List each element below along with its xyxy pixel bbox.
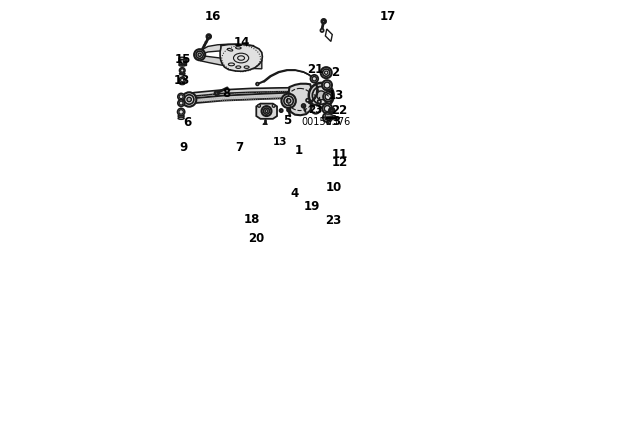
Ellipse shape	[329, 157, 333, 159]
Circle shape	[184, 95, 194, 104]
Circle shape	[179, 58, 186, 65]
Circle shape	[214, 91, 219, 95]
Polygon shape	[256, 103, 277, 119]
Text: 18: 18	[244, 213, 260, 226]
Text: 15: 15	[175, 53, 191, 66]
Circle shape	[310, 75, 318, 82]
Circle shape	[321, 29, 324, 32]
Circle shape	[287, 108, 291, 112]
Circle shape	[322, 80, 332, 90]
Text: 00158376: 00158376	[301, 117, 351, 127]
Circle shape	[308, 83, 333, 108]
Circle shape	[325, 115, 330, 120]
Circle shape	[182, 92, 196, 107]
Polygon shape	[179, 58, 186, 65]
Circle shape	[287, 99, 291, 103]
Circle shape	[323, 113, 332, 122]
Circle shape	[323, 103, 332, 114]
Polygon shape	[200, 56, 262, 69]
Text: 14: 14	[234, 36, 250, 49]
Circle shape	[317, 100, 321, 103]
Text: 6: 6	[183, 116, 191, 129]
Text: 11: 11	[332, 148, 348, 161]
Polygon shape	[189, 88, 312, 98]
Circle shape	[329, 108, 335, 113]
Circle shape	[207, 34, 211, 39]
Circle shape	[198, 53, 202, 56]
Circle shape	[196, 51, 204, 58]
Circle shape	[323, 69, 330, 76]
Polygon shape	[220, 44, 262, 71]
Text: 7: 7	[236, 141, 244, 155]
Ellipse shape	[179, 57, 186, 60]
Circle shape	[301, 104, 305, 108]
Circle shape	[324, 106, 330, 112]
Circle shape	[272, 104, 275, 107]
Circle shape	[330, 109, 333, 112]
Circle shape	[280, 109, 283, 112]
Text: 13: 13	[273, 138, 287, 147]
Text: 16: 16	[205, 9, 221, 22]
Text: 5: 5	[283, 114, 291, 127]
Circle shape	[321, 19, 326, 23]
Text: 13: 13	[173, 73, 190, 86]
Circle shape	[194, 49, 205, 60]
Text: 9: 9	[179, 141, 187, 155]
Circle shape	[282, 94, 296, 108]
Circle shape	[262, 106, 271, 116]
Circle shape	[178, 100, 184, 106]
Polygon shape	[288, 84, 312, 115]
Text: 12: 12	[332, 156, 348, 169]
Circle shape	[207, 35, 210, 38]
Circle shape	[284, 96, 293, 106]
Circle shape	[324, 82, 330, 88]
Text: 13: 13	[328, 89, 344, 102]
Ellipse shape	[178, 115, 184, 117]
Ellipse shape	[179, 73, 185, 75]
Ellipse shape	[180, 83, 185, 85]
Circle shape	[179, 77, 185, 83]
Polygon shape	[325, 114, 336, 117]
Text: 1: 1	[294, 144, 302, 157]
Text: 23: 23	[325, 214, 341, 227]
Circle shape	[187, 97, 191, 102]
Polygon shape	[325, 116, 337, 119]
Circle shape	[329, 152, 333, 157]
Circle shape	[311, 105, 320, 114]
Circle shape	[312, 86, 330, 104]
Text: 19: 19	[303, 200, 320, 213]
Circle shape	[327, 124, 330, 126]
Circle shape	[177, 108, 185, 116]
Circle shape	[264, 108, 269, 114]
Text: 20: 20	[248, 232, 264, 245]
Polygon shape	[189, 92, 317, 103]
Circle shape	[317, 91, 326, 100]
Text: 2: 2	[331, 66, 339, 79]
Text: 4: 4	[291, 187, 299, 200]
Text: 10: 10	[326, 181, 342, 194]
Text: 22: 22	[331, 104, 348, 117]
Circle shape	[325, 94, 331, 100]
Circle shape	[264, 123, 267, 127]
Circle shape	[258, 104, 260, 107]
Circle shape	[256, 82, 259, 86]
Circle shape	[321, 67, 332, 78]
Text: 23: 23	[308, 105, 323, 115]
Circle shape	[306, 99, 309, 102]
Circle shape	[329, 160, 333, 164]
Ellipse shape	[329, 164, 333, 165]
Ellipse shape	[178, 117, 184, 119]
Circle shape	[323, 92, 333, 102]
Text: 8: 8	[222, 87, 230, 100]
Text: 21: 21	[307, 63, 324, 76]
Circle shape	[178, 93, 184, 100]
Text: 17: 17	[380, 10, 396, 23]
Text: 3: 3	[332, 115, 340, 128]
Polygon shape	[200, 44, 253, 55]
Ellipse shape	[179, 64, 186, 66]
Circle shape	[179, 68, 185, 73]
